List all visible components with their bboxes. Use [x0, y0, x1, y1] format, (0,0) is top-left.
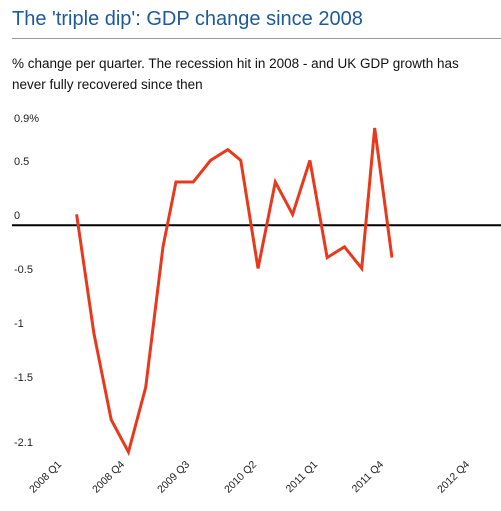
y-tick-label: 0.9% — [14, 113, 39, 125]
y-tick-label: -1 — [14, 318, 24, 330]
x-tick-label: 2009 Q3 — [155, 459, 192, 496]
x-tick-label: 2011 Q4 — [350, 459, 387, 496]
x-tick-label: 2010 Q2 — [222, 459, 259, 496]
y-axis-ticks: 0.9% 0.5 0 -0.5 -1 -1.5 -2.1 — [14, 113, 39, 449]
y-tick-label: -1.5 — [14, 372, 33, 384]
x-tick-label: 2008 Q1 — [27, 459, 64, 496]
y-tick-label: 0.5 — [14, 156, 29, 168]
chart-title: The 'triple dip': GDP change since 2008 — [12, 8, 363, 30]
x-axis-ticks: 2008 Q1 2008 Q4 2009 Q3 2010 Q2 2011 Q1 2011 … — [27, 459, 472, 496]
title-divider — [12, 38, 501, 39]
y-tick-label: -2.1 — [14, 437, 33, 449]
x-tick-label: 2011 Q1 — [284, 459, 321, 496]
x-tick-label: 2008 Q4 — [90, 459, 127, 496]
gdp-series-line — [75, 127, 394, 457]
y-tick-label: 0 — [14, 210, 20, 222]
x-tick-label: 2012 Q4 — [435, 459, 472, 496]
y-tick-label: -0.5 — [14, 264, 33, 276]
chart-subtitle: % change per quarter. The recession hit … — [12, 56, 459, 92]
